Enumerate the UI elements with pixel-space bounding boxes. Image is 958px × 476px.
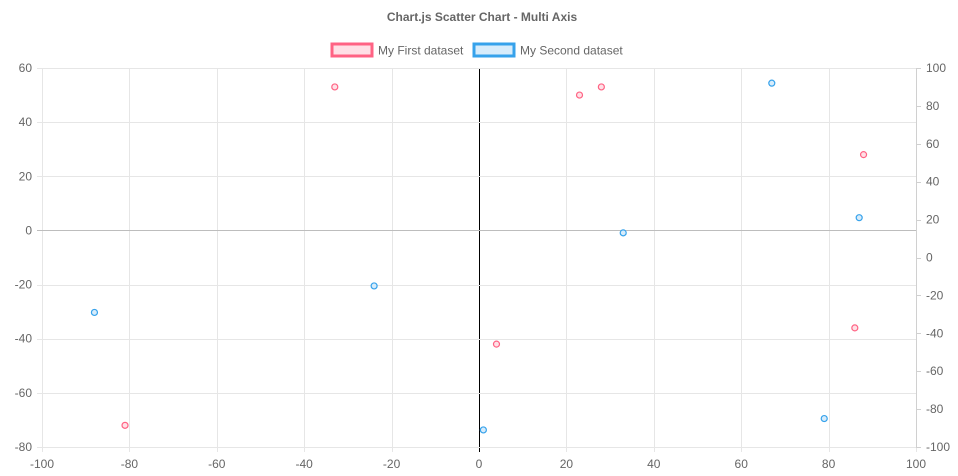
x-tick-label: -80	[121, 457, 139, 471]
x-tick-label: -100	[30, 457, 54, 471]
y-right-tick-label: 20	[926, 213, 940, 227]
x-tick-label: -40	[296, 457, 314, 471]
y-left-tick-label: -40	[15, 332, 33, 346]
axes: -100 -80 -60 -40 -20 0 20 40 60 80 100 60 40 20 0 -20 -4…	[15, 61, 951, 471]
x-tick-label: -60	[208, 457, 226, 471]
second-dataset-point	[768, 79, 776, 87]
y-left-tick-label: -80	[15, 440, 33, 454]
y-right-tick-label: 80	[926, 99, 940, 113]
legend-label-first: My First dataset	[378, 44, 464, 58]
second-dataset-point	[619, 229, 627, 237]
y-left-tick-label: -20	[15, 278, 33, 292]
y-right-tick-label: -60	[926, 364, 944, 378]
first-dataset-point	[331, 83, 339, 91]
y-left-tick-label: 0	[25, 223, 32, 237]
legend-label-second: My Second dataset	[520, 44, 623, 58]
second-dataset-point	[90, 308, 99, 317]
second-dataset-point	[370, 282, 378, 290]
second-dataset-point	[479, 426, 487, 434]
x-tick-label: -20	[383, 457, 401, 471]
first-dataset-point	[121, 421, 129, 429]
first-dataset-point	[859, 151, 868, 159]
second-dataset-point	[855, 214, 863, 222]
legend-swatch-second	[472, 42, 516, 58]
second-dataset-point	[820, 414, 828, 423]
y-right-tick-label: -20	[926, 288, 944, 302]
y-right-tick-label: -40	[926, 326, 944, 340]
y-right-tick-label: 60	[926, 137, 940, 151]
x-tick-label: 40	[647, 457, 661, 471]
data-points	[90, 79, 868, 434]
y-left-tick-label: 60	[19, 61, 33, 75]
first-dataset-point	[851, 324, 859, 332]
chart-title: Chart.js Scatter Chart - Multi Axis	[387, 10, 578, 24]
y-left-tick-label: -60	[15, 386, 33, 400]
y-right-tick-label: -80	[926, 402, 944, 416]
y-left-tick-label: 20	[19, 169, 33, 183]
y-right-tick-label: 100	[926, 61, 946, 75]
legend-swatch-first	[330, 42, 374, 58]
y-right-tick-label: 0	[926, 251, 933, 265]
first-dataset-point	[492, 340, 501, 348]
legend: My First dataset My Second dataset	[330, 42, 623, 58]
y-right-tick-label: 40	[926, 175, 940, 189]
legend-item-second-dataset[interactable]: My Second dataset	[472, 42, 623, 58]
y-left-tick-label: 40	[19, 115, 33, 129]
grid	[37, 68, 917, 452]
x-tick-label: 0	[476, 457, 483, 471]
first-dataset-point	[575, 91, 584, 99]
x-tick-label: 100	[906, 457, 926, 471]
first-dataset-point	[597, 83, 605, 91]
y-right-tick-label: -100	[926, 440, 950, 454]
x-tick-label: 20	[560, 457, 574, 471]
legend-item-first-dataset[interactable]: My First dataset	[330, 42, 464, 58]
x-tick-label: 80	[822, 457, 836, 471]
x-tick-label: 60	[735, 457, 749, 471]
